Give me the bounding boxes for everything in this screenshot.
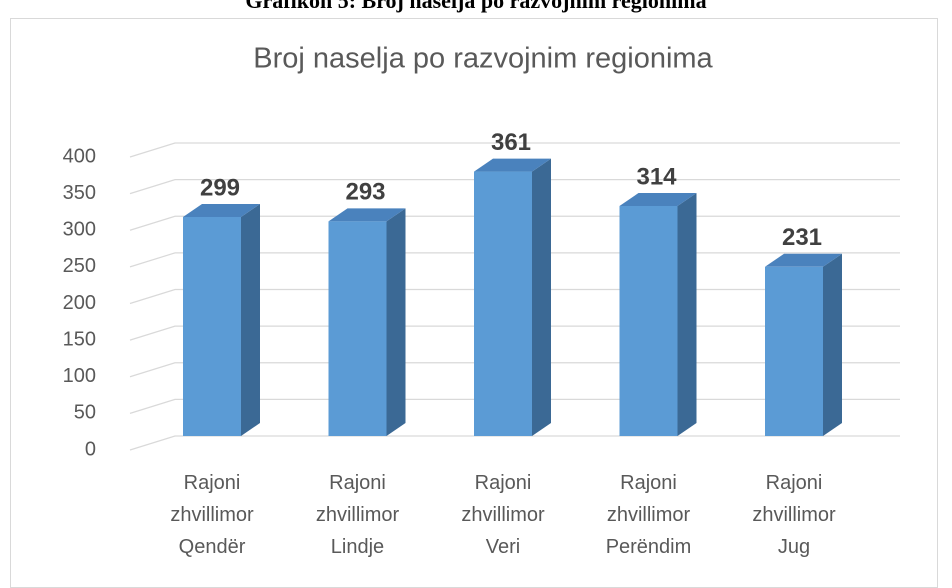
bar-front bbox=[328, 221, 387, 436]
x-tick-label: Rajoni zhvillimor Lindje bbox=[315, 472, 400, 558]
x-tick-label: Rajoni zhvillimor Qendër bbox=[170, 472, 254, 558]
data-label: 314 bbox=[636, 163, 677, 190]
bar-front bbox=[474, 171, 532, 436]
data-label: 361 bbox=[491, 129, 531, 156]
y-tick-label: 200 bbox=[63, 292, 96, 314]
bar-top bbox=[619, 192, 697, 206]
y-tick-label: 250 bbox=[63, 255, 96, 277]
page: Grafikon 5: Broj naselja po razvojnim re… bbox=[10, 0, 938, 588]
chart-title: Broj naselja po razvojnim regionima bbox=[253, 43, 713, 75]
bar bbox=[619, 192, 697, 436]
grid-line bbox=[129, 179, 900, 195]
bar bbox=[328, 208, 406, 436]
y-tick-label: 300 bbox=[63, 219, 96, 241]
bar bbox=[765, 253, 842, 436]
x-tick-label: Rajoni zhvillimor Jug bbox=[752, 472, 836, 558]
y-tick-label: 350 bbox=[63, 182, 96, 204]
grid-line bbox=[129, 142, 900, 158]
y-tick-label: 0 bbox=[85, 438, 96, 460]
chart: Broj naselja po razvojnim regionima 0 50 1… bbox=[63, 43, 900, 460]
bar-front bbox=[765, 266, 823, 436]
data-label: 299 bbox=[200, 174, 240, 201]
x-tick-label: Rajoni zhvillimor Perëndim bbox=[605, 472, 692, 558]
bar bbox=[474, 158, 551, 436]
bar-top bbox=[328, 208, 406, 222]
bar bbox=[183, 203, 260, 436]
caption: Grafikon 5: Broj naselja po razvojnim re… bbox=[245, 0, 707, 13]
bar-side bbox=[386, 208, 406, 436]
x-tick-label: Rajoni zhvillimor Veri bbox=[461, 472, 545, 558]
bar-top bbox=[474, 158, 551, 172]
data-label: 293 bbox=[345, 179, 385, 206]
bar-side bbox=[241, 203, 260, 436]
bar-front bbox=[619, 205, 678, 436]
data-label: 231 bbox=[782, 224, 822, 251]
bar-top bbox=[183, 203, 260, 217]
y-tick-label: 100 bbox=[63, 365, 96, 387]
bar-side bbox=[532, 158, 551, 436]
bar-side bbox=[823, 253, 842, 436]
bar-top bbox=[765, 253, 842, 267]
grid-line bbox=[129, 435, 900, 451]
bar-front bbox=[183, 216, 241, 436]
y-tick-label: 50 bbox=[74, 402, 96, 424]
bar-side bbox=[677, 192, 697, 436]
y-tick-label: 150 bbox=[63, 328, 96, 350]
y-tick-label: 400 bbox=[63, 145, 96, 167]
